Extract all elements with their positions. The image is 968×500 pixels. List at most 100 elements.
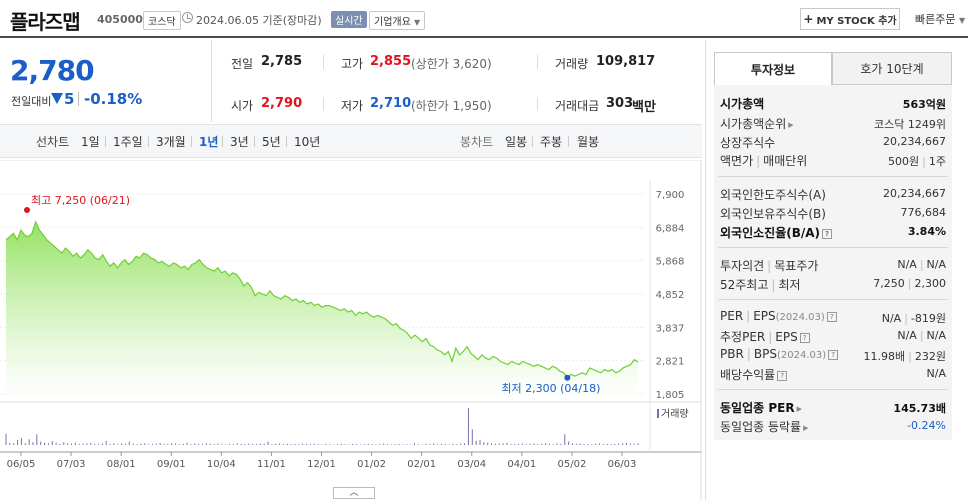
pbr-num: 11.98배 (863, 350, 906, 363)
high-annotation: 최고 7,250 (06/21) (31, 194, 130, 207)
stock-name: 플라즈맵 (10, 10, 81, 34)
trading-unit-num: 1주 (928, 155, 946, 168)
amount-label: 거래대금 (555, 99, 600, 113)
change-label: 전일대비 (11, 95, 52, 108)
help-icon[interactable]: ? (822, 228, 833, 239)
high-marker (24, 207, 30, 213)
divider (148, 136, 149, 147)
market-badge: 코스닥 (143, 11, 181, 30)
y-tick-label: 4,852 (656, 290, 685, 301)
listed-shares-label: 상장주식수 (720, 136, 776, 150)
high-value: 2,855 (370, 54, 412, 69)
help-icon[interactable]: ? (828, 349, 839, 360)
divider (537, 97, 538, 111)
tab-1w[interactable]: 1주일 (113, 135, 143, 149)
industry-per-label[interactable]: 동일업종 PER ▶ (720, 399, 802, 416)
bps-date: (2024.03) (776, 350, 827, 361)
divider (568, 136, 569, 147)
eps-text: EPS (753, 309, 776, 323)
industry-change-label[interactable]: 동일업종 등락률 ▶ (720, 418, 809, 435)
divider (718, 299, 948, 300)
tab-daily[interactable]: 일봉 (505, 135, 528, 149)
par-value-value: 500원 | 1주 (888, 155, 946, 168)
y-tick-label: 7,900 (656, 190, 685, 201)
trading-unit-text: 매매단위 (763, 154, 808, 168)
my-stock-add-button[interactable]: + MY STOCK 추가 (800, 8, 900, 30)
help-icon[interactable]: ? (826, 311, 837, 322)
tab-investment-info[interactable]: 투자정보 (714, 52, 832, 85)
company-info-button[interactable]: 기업개요 ▼ (369, 11, 426, 30)
par-value-label: 액면가 | 매매단위 (720, 154, 808, 168)
price-box (0, 40, 212, 122)
price-chart[interactable]: 7,900 6,884 5,868 4,852 3,837 2,821 1,805 최고 7,… (0, 160, 702, 500)
tab-1y[interactable]: 1년 (199, 135, 219, 149)
tab-10y[interactable]: 10년 (294, 135, 321, 149)
per-eps-label: PER | EPS(2024.03)? (720, 309, 837, 323)
as-of-date: 2024.06.05 기준(장마감) (196, 14, 322, 27)
listed-shares-value: 20,234,667 (883, 135, 946, 148)
open-label: 시가 (231, 99, 254, 113)
tab-1d[interactable]: 1일 (81, 135, 100, 149)
market-cap-rank-label[interactable]: 시가총액순위 ▶ (720, 115, 794, 132)
eps-num: -819원 (910, 312, 946, 325)
amount-value: 303 (606, 96, 634, 111)
per-text: PER (720, 309, 744, 323)
tab-5y[interactable]: 5년 (262, 135, 281, 149)
chevron-up-icon: ︿ (349, 488, 359, 498)
market-cap-rank-text: 시가총액순위 (720, 117, 787, 131)
help-icon[interactable]: ? (777, 370, 788, 381)
market-cap-rank-value: 코스닥 1249위 (874, 118, 946, 131)
quick-order-button[interactable]: 빠른주문 ▼ (915, 11, 965, 27)
lower-limit: (하한가 1,950) (411, 99, 492, 113)
x-tick-label: 12/01 (307, 459, 336, 470)
week52-label: 52주최고 | 최저 (720, 278, 801, 292)
divider (718, 247, 948, 248)
pbr-bps-label: PBR | BPS(2024.03)? (720, 347, 839, 361)
per-eps-value: N/A | -819원 (881, 312, 946, 325)
divider (78, 92, 79, 106)
open-value: 2,790 (261, 96, 303, 111)
chevron-down-icon: ▼ (414, 18, 421, 27)
chevron-down-icon: ▼ (958, 16, 966, 25)
bps-text: BPS (753, 347, 777, 361)
chevron-right-icon: ▶ (803, 423, 809, 432)
low-marker (564, 374, 571, 381)
x-tick-label: 03/04 (457, 459, 486, 470)
collapse-chart-button[interactable]: ︿ (333, 487, 375, 499)
y-tick-label: 2,821 (656, 357, 685, 368)
tab-monthly[interactable]: 월봉 (577, 135, 600, 149)
est-per-text: 추정PER (720, 330, 766, 344)
foreign-limit-label: 외국인한도주식수(A) (720, 188, 826, 202)
est-per-num: N/A (897, 329, 917, 342)
realtime-badge[interactable]: 실시간 (331, 11, 367, 28)
x-tick-label: 01/02 (357, 459, 386, 470)
investment-info-box (714, 85, 952, 440)
eps-date: (2024.03) (775, 312, 825, 323)
y-tick-label: 1,805 (656, 390, 685, 401)
divider (191, 136, 192, 147)
par-value-num: 500원 (888, 155, 920, 168)
x-tick-label: 02/01 (407, 459, 436, 470)
tab-order-book[interactable]: 호가 10단계 (832, 52, 952, 85)
help-icon[interactable]: ? (799, 332, 810, 343)
bps-num: 232원 (914, 350, 946, 363)
tab-3y[interactable]: 3년 (230, 135, 249, 149)
tab-weekly[interactable]: 주봉 (540, 135, 563, 149)
volume-legend: 거래량 (661, 408, 689, 420)
tab-3m[interactable]: 3개월 (156, 135, 186, 149)
x-tick-label: 06/03 (608, 459, 637, 470)
right-panel (705, 40, 968, 500)
volume-value: 109,817 (596, 54, 656, 69)
industry-per-text: 동일업종 PER (720, 401, 795, 415)
price-area (6, 221, 638, 398)
target-price-num: N/A (926, 258, 946, 271)
x-tick-label: 06/05 (7, 459, 36, 470)
change-value: 5 (64, 90, 75, 108)
est-per-value: N/A | N/A (897, 329, 946, 342)
upper-limit: (상한가 3,620) (411, 57, 492, 71)
company-info-label: 기업개요 (374, 17, 411, 28)
foreign-holding-label: 외국인보유주식수(B) (720, 207, 826, 221)
pbr-text: PBR (720, 347, 744, 361)
pbr-bps-value: 11.98배 | 232원 (863, 350, 946, 363)
low-value: 2,710 (370, 96, 412, 111)
